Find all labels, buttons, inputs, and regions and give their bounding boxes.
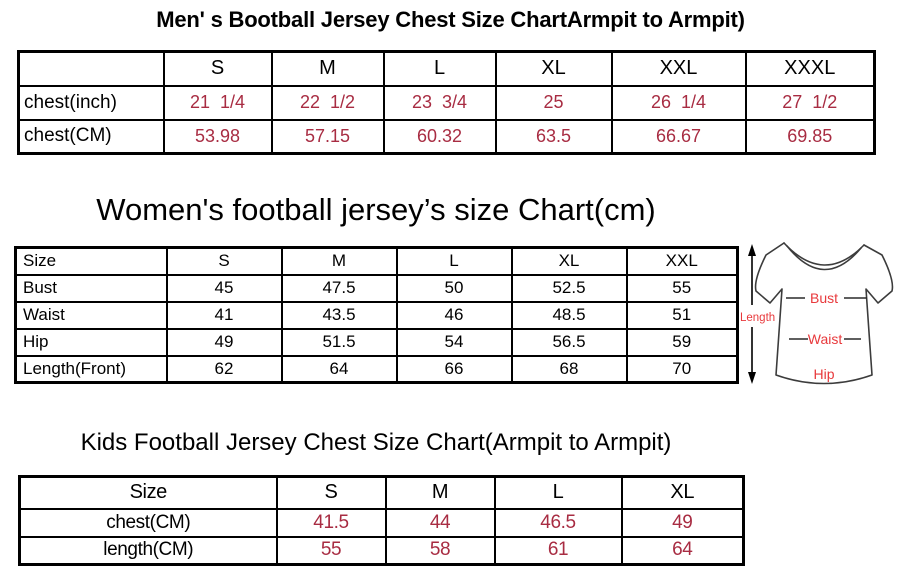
kids-chart-title: Kids Football Jersey Chest Size Chart(Ar… bbox=[80, 429, 672, 456]
waist-label: Waist bbox=[808, 331, 843, 347]
women-col-header-s: S bbox=[165, 246, 283, 276]
women-length-row: Length(Front) 62 64 66 68 70 bbox=[14, 354, 739, 384]
kids-col-header-xl: XL bbox=[620, 475, 745, 510]
kids-table-header-row: Size S M L XL bbox=[18, 475, 745, 510]
size-value: 50 bbox=[395, 273, 513, 303]
row-label: chest(CM) bbox=[17, 118, 165, 155]
row-label: Bust bbox=[14, 273, 168, 303]
size-value: 23 3/4 bbox=[382, 84, 497, 121]
men-col-header-blank bbox=[17, 50, 165, 87]
kids-chest-row: chest(CM) 41.5 44 46.5 49 bbox=[18, 507, 745, 538]
length-label: Length bbox=[740, 312, 775, 324]
arrowhead-down-icon bbox=[748, 372, 756, 384]
men-col-header-m: M bbox=[270, 50, 385, 87]
size-value: 52.5 bbox=[510, 273, 628, 303]
size-value: 69.85 bbox=[744, 118, 876, 155]
women-chart-title: Women's football jersey’s size Chart(cm) bbox=[96, 192, 656, 227]
men-col-header-s: S bbox=[162, 50, 273, 87]
size-value: 41 bbox=[165, 300, 283, 330]
women-col-header-size: Size bbox=[14, 246, 168, 276]
women-bust-row: Bust 45 47.5 50 52.5 55 bbox=[14, 273, 739, 303]
size-value: 21 1/4 bbox=[162, 84, 273, 121]
men-table-header-row: S M L XL XXL XXXL bbox=[17, 50, 876, 87]
size-value: 56.5 bbox=[510, 327, 628, 357]
row-label: chest(CM) bbox=[18, 507, 278, 538]
women-col-header-xl: XL bbox=[510, 246, 628, 276]
men-col-header-xxl: XXL bbox=[610, 50, 747, 87]
size-value: 51 bbox=[625, 300, 739, 330]
size-value: 49 bbox=[620, 507, 745, 538]
men-col-header-l: L bbox=[382, 50, 497, 87]
men-size-table: S M L XL XXL XXXL chest(inch) 21 1/4 22 … bbox=[17, 50, 876, 155]
bust-label: Bust bbox=[810, 290, 838, 306]
size-value: 55 bbox=[625, 273, 739, 303]
row-label: Hip bbox=[14, 327, 168, 357]
tshirt-collar-outer bbox=[783, 242, 865, 266]
size-value: 46 bbox=[395, 300, 513, 330]
size-value: 55 bbox=[275, 535, 387, 566]
row-label: Length(Front) bbox=[14, 354, 168, 384]
tshirt-body-outline bbox=[754, 242, 894, 385]
size-value: 66.67 bbox=[610, 118, 747, 155]
size-value: 25 bbox=[494, 84, 613, 121]
size-value: 61 bbox=[493, 535, 623, 566]
women-size-table: Size S M L XL XXL Bust 45 47.5 50 52.5 5… bbox=[14, 246, 739, 384]
tshirt-collar-inner bbox=[786, 245, 862, 271]
size-value: 60.32 bbox=[382, 118, 497, 155]
size-value: 51.5 bbox=[280, 327, 398, 357]
row-label: length(CM) bbox=[18, 535, 278, 566]
size-value: 53.98 bbox=[162, 118, 273, 155]
women-col-header-l: L bbox=[395, 246, 513, 276]
women-col-header-m: M bbox=[280, 246, 398, 276]
size-value: 22 1/2 bbox=[270, 84, 385, 121]
size-value: 62 bbox=[165, 354, 283, 384]
women-hip-row: Hip 49 51.5 54 56.5 59 bbox=[14, 327, 739, 357]
kids-col-header-size: Size bbox=[18, 475, 278, 510]
size-value: 68 bbox=[510, 354, 628, 384]
men-chart-title: Men' s Bootball Jersey Chest Size ChartA… bbox=[156, 7, 745, 32]
kids-col-header-s: S bbox=[275, 475, 387, 510]
kids-col-header-m: M bbox=[384, 475, 496, 510]
men-chest-inch-row: chest(inch) 21 1/4 22 1/2 23 3/4 25 26 1… bbox=[17, 84, 876, 121]
kids-size-table: Size S M L XL chest(CM) 41.5 44 46.5 49 … bbox=[18, 475, 745, 566]
size-value: 54 bbox=[395, 327, 513, 357]
row-label: Waist bbox=[14, 300, 168, 330]
size-value: 47.5 bbox=[280, 273, 398, 303]
size-value: 43.5 bbox=[280, 300, 398, 330]
size-value: 46.5 bbox=[493, 507, 623, 538]
size-value: 64 bbox=[620, 535, 745, 566]
women-col-header-xxl: XXL bbox=[625, 246, 739, 276]
size-value: 26 1/4 bbox=[610, 84, 747, 121]
hip-label: Hip bbox=[813, 366, 834, 382]
size-value: 45 bbox=[165, 273, 283, 303]
size-value: 70 bbox=[625, 354, 739, 384]
kids-length-row: length(CM) 55 58 61 64 bbox=[18, 535, 745, 566]
size-value: 66 bbox=[395, 354, 513, 384]
row-label: chest(inch) bbox=[17, 84, 165, 121]
size-value: 63.5 bbox=[494, 118, 613, 155]
size-value: 48.5 bbox=[510, 300, 628, 330]
size-value: 41.5 bbox=[275, 507, 387, 538]
men-col-header-xl: XL bbox=[494, 50, 613, 87]
size-value: 58 bbox=[384, 535, 496, 566]
size-value: 57.15 bbox=[270, 118, 385, 155]
size-value: 44 bbox=[384, 507, 496, 538]
men-chest-cm-row: chest(CM) 53.98 57.15 60.32 63.5 66.67 6… bbox=[17, 118, 876, 155]
women-waist-row: Waist 41 43.5 46 48.5 51 bbox=[14, 300, 739, 330]
size-value: 27 1/2 bbox=[744, 84, 876, 121]
size-value: 64 bbox=[280, 354, 398, 384]
men-col-header-xxxl: XXXL bbox=[744, 50, 876, 87]
size-value: 59 bbox=[625, 327, 739, 357]
women-table-header-row: Size S M L XL XXL bbox=[14, 246, 739, 276]
tshirt-measure-diagram: Length Bust Waist Hip bbox=[740, 242, 894, 385]
size-value: 49 bbox=[165, 327, 283, 357]
kids-col-header-l: L bbox=[493, 475, 623, 510]
arrowhead-up-icon bbox=[748, 244, 756, 256]
